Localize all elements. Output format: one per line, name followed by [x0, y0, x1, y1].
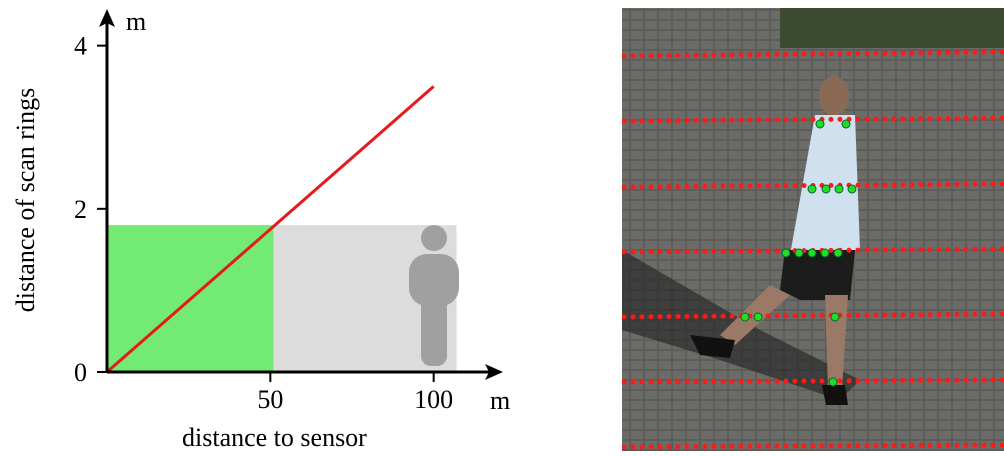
y-axis-label: distance of scan rings	[11, 88, 40, 313]
y-tick-label: 4	[74, 32, 87, 61]
regions	[107, 225, 457, 372]
y-tick-label: 2	[74, 195, 87, 224]
y-tick-label: 0	[74, 358, 87, 387]
x-axis-label: distance to sensor	[182, 423, 367, 451]
figure: 50 100 0 2 4 distance to sensor m m distance…	[0, 0, 1004, 451]
x-tick-label: 50	[257, 385, 283, 414]
photo	[622, 8, 1004, 451]
x-unit: m	[490, 386, 510, 415]
x-tick-label: 100	[414, 385, 453, 414]
y-unit: m	[126, 7, 146, 36]
